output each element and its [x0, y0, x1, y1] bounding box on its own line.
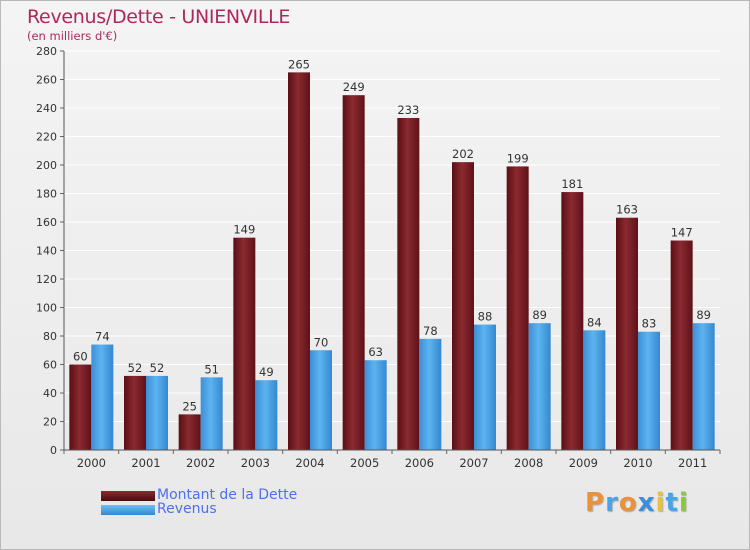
x-tick-label: 2000: [77, 456, 106, 470]
legend-label-dette: Montant de la Dette: [157, 487, 298, 503]
bar-revenus: [474, 324, 496, 450]
data-label-dette: 60: [73, 350, 88, 364]
bar-dette: [124, 375, 146, 450]
bar-revenus: [528, 323, 551, 450]
bar-dette: [288, 72, 310, 450]
y-tick-label: 0: [50, 444, 57, 457]
chart-subtitle: (en milliers d'€): [27, 29, 118, 43]
data-label-dette: 163: [616, 203, 638, 217]
x-tick-label: 2008: [514, 456, 543, 470]
data-label-revenus: 63: [368, 345, 383, 359]
x-tick-label: 2007: [459, 456, 488, 470]
y-tick-label: 160: [36, 216, 57, 229]
bar-revenus: [255, 380, 278, 450]
bar-revenus: [310, 350, 332, 450]
y-tick-label: 140: [36, 245, 57, 258]
logo-letter: i: [655, 488, 666, 518]
y-tick-label: 240: [36, 102, 57, 115]
data-label-revenus: 84: [587, 315, 602, 329]
data-label-dette: 25: [182, 399, 197, 413]
logo-letter: x: [637, 488, 656, 518]
data-label-dette: 265: [288, 57, 310, 71]
data-label-revenus: 52: [150, 361, 165, 375]
y-tick-label: 180: [36, 188, 57, 201]
data-label-revenus: 89: [696, 308, 711, 322]
bar-revenus: [638, 331, 660, 450]
x-tick-label: 2002: [186, 456, 215, 470]
x-tick-label: 2001: [131, 456, 160, 470]
x-tick-label: 2011: [678, 456, 707, 470]
logo-letter: t: [665, 488, 679, 518]
x-tick-label: 2009: [569, 456, 598, 470]
y-tick-label: 20: [43, 416, 57, 429]
y-tick-label: 120: [36, 273, 57, 286]
data-label-revenus: 70: [314, 335, 329, 349]
y-tick-label: 100: [36, 302, 57, 315]
bars-layer: [69, 72, 715, 451]
data-label-revenus: 83: [642, 317, 657, 331]
y-tick-label: 280: [36, 45, 57, 58]
x-tick-label: 2006: [405, 456, 434, 470]
axis-layer: 0 20 40 60 80 100 120 140 160 180 200 220 240 260 280 2…: [36, 45, 721, 470]
logo-letter: i: [678, 488, 689, 518]
legend-swatch-revenus: [101, 505, 155, 515]
data-label-dette: 249: [343, 80, 365, 94]
bar-revenus: [91, 344, 114, 450]
bar-dette: [69, 364, 92, 450]
bar-revenus: [146, 375, 168, 450]
data-label-dette: 149: [233, 223, 255, 237]
labels-layer: 60 74 52 52 25 51 149 49 265 70 249 63 233 78 202 88 199…: [73, 57, 711, 413]
bar-revenus: [692, 323, 715, 450]
bar-revenus: [583, 330, 606, 450]
y-tick-label: 40: [43, 387, 57, 400]
chart-title: Revenus/Dette - UNIENVILLE: [27, 6, 291, 28]
bar-dette: [397, 117, 420, 450]
logo-letter: P: [585, 488, 606, 518]
bar-revenus: [200, 377, 223, 450]
y-tick-label: 80: [43, 330, 57, 343]
bar-dette: [342, 95, 365, 451]
data-label-revenus: 88: [478, 310, 493, 324]
data-label-dette: 52: [128, 361, 143, 375]
data-label-revenus: 49: [259, 365, 274, 379]
x-tick-label: 2003: [241, 456, 270, 470]
bar-revenus: [419, 338, 442, 450]
y-tick-label: 200: [36, 159, 57, 172]
data-label-dette: 181: [561, 177, 583, 191]
bar-dette: [506, 166, 529, 451]
y-tick-label: 220: [36, 131, 57, 144]
bar-dette: [670, 240, 693, 450]
bar-dette: [616, 217, 638, 450]
data-label-revenus: 51: [204, 362, 219, 376]
data-label-revenus: 74: [95, 330, 110, 344]
bar-dette: [561, 192, 584, 450]
logo-letter: o: [618, 488, 638, 518]
data-label-dette: 199: [507, 151, 529, 165]
bar-revenus: [364, 360, 387, 450]
data-label-dette: 147: [671, 226, 693, 240]
data-label-dette: 202: [452, 147, 474, 161]
data-label-dette: 233: [397, 103, 419, 117]
data-label-revenus: 78: [423, 324, 438, 338]
legend-swatch-dette: [101, 491, 155, 501]
x-tick-label: 2005: [350, 456, 379, 470]
grid-layer: [64, 50, 720, 451]
x-tick-label: 2004: [295, 456, 324, 470]
y-tick-label: 60: [43, 359, 57, 372]
logo-letter: r: [605, 488, 619, 518]
bar-dette: [233, 237, 256, 450]
data-label-revenus: 89: [532, 308, 547, 322]
x-tick-label: 2010: [623, 456, 652, 470]
legend-label-revenus: Revenus: [157, 501, 217, 517]
proxiti-logo: Proxiti: [585, 488, 689, 518]
bar-dette: [178, 414, 201, 450]
y-tick-label: 260: [36, 74, 57, 87]
bar-dette: [452, 162, 474, 450]
